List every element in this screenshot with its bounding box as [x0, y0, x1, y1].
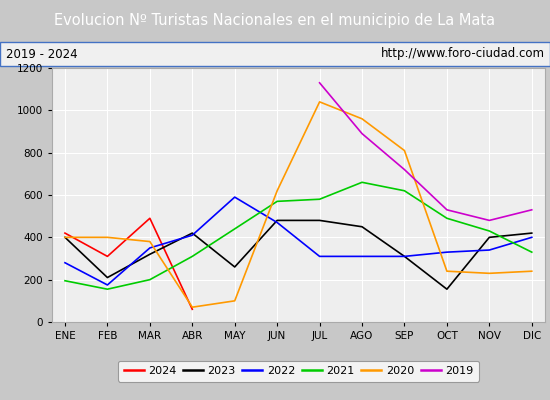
Text: Evolucion Nº Turistas Nacionales en el municipio de La Mata: Evolucion Nº Turistas Nacionales en el m… — [54, 14, 496, 28]
FancyBboxPatch shape — [0, 42, 550, 66]
Text: 2019 - 2024: 2019 - 2024 — [6, 48, 77, 60]
Text: http://www.foro-ciudad.com: http://www.foro-ciudad.com — [381, 48, 544, 60]
Legend: 2024, 2023, 2022, 2021, 2020, 2019: 2024, 2023, 2022, 2021, 2020, 2019 — [118, 360, 479, 382]
